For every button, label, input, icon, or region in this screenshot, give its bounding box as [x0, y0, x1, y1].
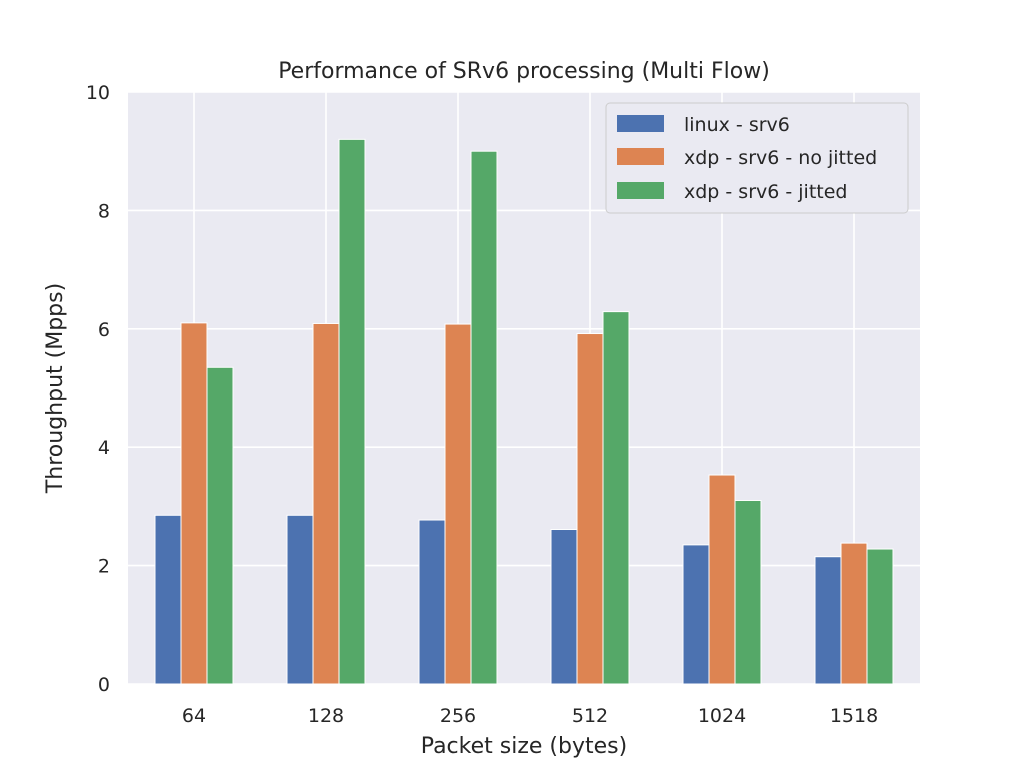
legend-box: [605, 102, 909, 214]
y-tick-label-2: 4: [98, 437, 110, 459]
x-tick-label-256: 256: [440, 705, 476, 727]
bar-series-0-128: [286, 514, 314, 685]
bars: [154, 138, 894, 685]
y-tick-label-1: 2: [98, 556, 110, 578]
legend-swatch-1: [617, 148, 664, 165]
legend: linux - srv6 xdp - srv6 - no jitted xdp …: [605, 102, 909, 214]
bar-series-1-1518: [840, 542, 868, 685]
x-tick-label-128: 128: [308, 705, 344, 727]
bar-series-2-128: [338, 138, 366, 685]
y-tick-labels: 0 2 4 6 8 10: [86, 82, 110, 696]
x-tick-label-1518: 1518: [830, 705, 878, 727]
legend-swatch-0: [617, 115, 664, 132]
bar-series-2-1518: [866, 548, 894, 685]
bar-series-0-64: [154, 514, 182, 685]
bar-series-2-64: [206, 366, 234, 685]
bar-series-0-1518: [814, 556, 842, 685]
bar-series-2-1024: [734, 499, 762, 685]
y-tick-label-0: 0: [98, 674, 110, 696]
bar-series-0-512: [550, 528, 578, 685]
bar-series-0-256: [418, 519, 446, 685]
chart-title: Performance of SRv6 processing (Multi Fl…: [278, 59, 770, 84]
x-axis-label: Packet size (bytes): [421, 734, 627, 759]
bar-series-1-128: [312, 322, 340, 685]
bar-series-1-256: [444, 323, 472, 685]
x-tick-label-64: 64: [182, 705, 206, 727]
x-tick-label-1024: 1024: [698, 705, 746, 727]
legend-label-0: linux - srv6: [684, 114, 790, 136]
bar-series-0-1024: [682, 544, 710, 685]
y-tick-label-4: 8: [98, 200, 110, 222]
x-tick-label-512: 512: [572, 705, 608, 727]
bar-series-2-256: [470, 150, 498, 685]
legend-label-2: xdp - srv6 - jitted: [684, 181, 848, 203]
bar-series-1-512: [576, 333, 604, 685]
legend-label-1: xdp - srv6 - no jitted: [684, 147, 877, 169]
y-tick-label-3: 6: [98, 319, 110, 341]
bar-series-1-64: [180, 322, 208, 685]
y-axis-label: Throughput (Mpps): [43, 283, 68, 494]
bar-series-1-1024: [708, 474, 736, 685]
bar-series-2-512: [602, 311, 630, 685]
y-tick-label-5: 10: [86, 82, 110, 104]
x-tick-labels: 64 128 256 512 1024 1518: [182, 705, 878, 727]
legend-swatch-2: [617, 182, 664, 199]
